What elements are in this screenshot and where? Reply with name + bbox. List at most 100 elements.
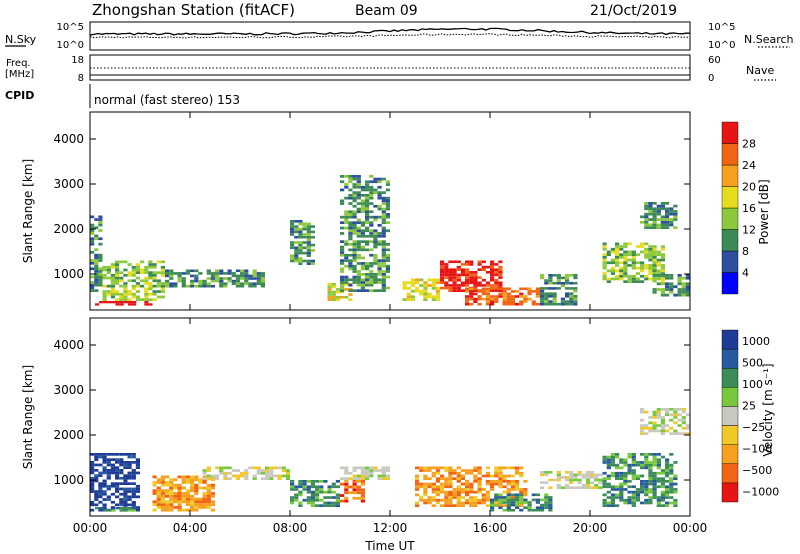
data-cell-2 [181,497,186,501]
data-cell-10 [631,474,636,478]
data-cell-5 [340,477,345,480]
data-cell-2 [148,287,153,291]
data-cell-9 [598,486,603,489]
data-cell-10 [602,504,607,507]
data-cell-7 [444,482,449,486]
data-cell-6 [356,283,361,287]
data-cell-12 [660,226,665,229]
data-cell-10 [606,501,611,505]
data-cell-7 [456,477,461,480]
data-cell-7 [435,281,440,285]
data-cell-4 [290,243,295,247]
data-cell-8 [448,286,453,290]
data-cell-8 [473,278,478,282]
data-cell-10 [644,458,649,462]
data-cell-10 [544,287,549,290]
data-cell-0 [135,487,140,491]
data-cell-8 [494,286,499,290]
data-cell-4 [335,498,340,502]
data-cell-2 [131,274,136,277]
data-cell-6 [348,221,353,224]
data-cell-2 [131,279,136,283]
data-cell-10 [623,474,628,478]
data-cell-9 [565,478,570,482]
data-cell-2 [169,500,174,504]
data-cell-3 [194,277,199,280]
colorbar-segment [721,143,739,166]
data-cell-8 [490,501,495,504]
data-cell-7 [515,480,520,483]
data-cell-4 [327,490,332,494]
data-cell-7 [523,480,528,483]
data-cell-5 [377,477,382,480]
data-cell-9 [569,486,574,489]
data-cell-6 [377,194,382,197]
data-cell-9 [481,292,486,296]
data-cell-0 [94,272,99,276]
data-cell-7 [410,281,415,285]
data-cell-9 [569,471,574,474]
data-cell-6 [360,207,365,211]
data-cell-1 [95,507,100,510]
data-cell-3 [265,466,270,470]
data-cell-6 [352,289,357,292]
data-cell-6 [352,251,357,254]
data-cell-7 [431,281,436,285]
data-cell-5 [335,295,340,299]
data-cell-0 [110,463,115,467]
data-cell-11 [631,250,636,254]
data-cell-2 [110,290,115,293]
data-cell-0 [102,469,107,472]
data-cell-8 [531,498,536,502]
data-cell-0 [127,455,132,459]
data-cell-8 [477,281,482,285]
data-cell-1 [103,301,108,304]
data-cell-7 [427,278,432,282]
data-cell-3 [173,272,178,275]
data-cell-7 [519,490,524,494]
data-cell-2 [144,298,149,301]
data-cell-11 [615,247,620,251]
data-cell-7 [448,477,453,480]
date-label: 21/Oct/2019 [590,3,677,19]
data-cell-0 [90,476,95,480]
data-cell-10 [556,287,561,290]
data-cell-2 [165,489,170,493]
data-cell-10 [569,274,574,277]
data-cell-12 [665,226,670,229]
data-cell-11 [656,272,661,275]
data-cell-6 [381,210,386,214]
data-cell-7 [469,504,474,507]
data-cell-10 [627,480,632,483]
data-cell-6 [356,491,361,495]
data-cell-3 [240,282,245,285]
data-cell-0 [123,476,128,480]
data-cell-5 [360,471,365,475]
data-cell-8 [535,506,540,509]
data-cell-6 [360,240,365,243]
data-cell-10 [540,289,545,293]
data-cell-9 [469,297,474,301]
data-cell-7 [435,480,440,483]
data-cell-7 [444,485,449,489]
data-cell-2 [148,265,153,269]
data-cell-6 [373,281,378,284]
data-cell-3 [223,471,228,475]
data-cell-9 [515,295,520,298]
data-cell-12 [660,207,665,211]
data-cell-7 [515,488,520,491]
data-cell-9 [481,290,486,293]
data-cell-6 [352,259,357,262]
data-cell-6 [369,264,374,268]
data-cell-7 [481,488,486,491]
data-cell-2 [169,486,174,490]
data-cell-0 [90,471,95,475]
data-cell-0 [94,226,99,230]
data-cell-6 [360,278,365,282]
data-cell-11 [660,247,665,251]
data-cell-9 [585,483,590,487]
data-cell-11 [623,245,628,248]
data-cell-13 [685,276,690,280]
data-cell-4 [302,233,307,236]
data-cell-6 [365,275,370,279]
